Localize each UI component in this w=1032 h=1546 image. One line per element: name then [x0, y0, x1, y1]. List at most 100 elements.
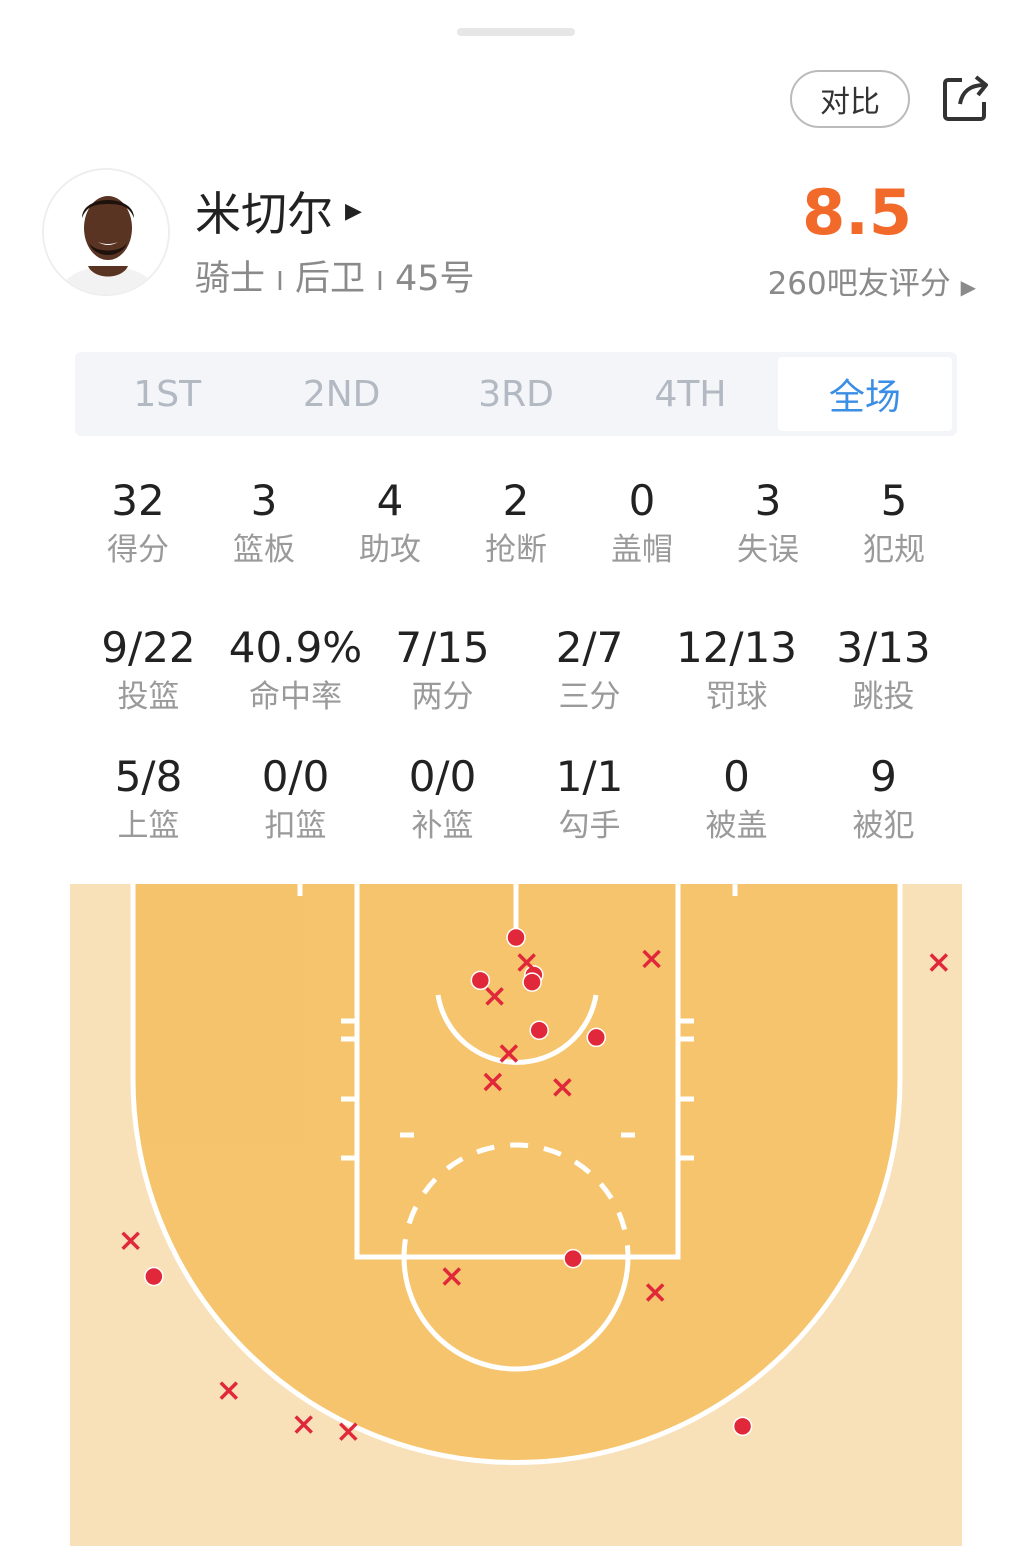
- stat-stats_shooting-4: 12/13 罚球: [663, 623, 810, 721]
- made-shot-marker: [144, 1266, 164, 1287]
- missed-shot-marker: [219, 1381, 239, 1400]
- player-meta: 骑士 I 后卫 I 45号: [195, 250, 474, 301]
- tab-2nd[interactable]: 2ND: [302, 373, 381, 415]
- stat-stats_shot_types-3: 1/1 勾手: [516, 752, 663, 850]
- stat-stats_shot_types-4: 0 被盖: [663, 752, 810, 850]
- stat-value: 0: [628, 476, 656, 525]
- stat-stats_basic-2: 4 助攻: [327, 476, 453, 574]
- stat-label: 篮板: [233, 532, 295, 568]
- missed-shot-marker: [645, 1283, 665, 1302]
- period-tabs: 1ST 2ND 3RD 4TH 全场: [75, 352, 957, 436]
- shot-type-stats: 5/8 上篮 0/0 扣篮 0/0 补篮 1/1 勾手 0 被盖 9 被犯: [75, 752, 957, 850]
- free-throw-circle-top: [401, 1142, 631, 1258]
- stat-value: 4: [376, 476, 404, 525]
- missed-shot-marker: [483, 1072, 503, 1092]
- stat-value: 5: [880, 476, 908, 525]
- made-shot-marker: [529, 1020, 549, 1041]
- stat-label: 补篮: [411, 808, 474, 844]
- stat-stats_basic-1: 3 篮板: [201, 476, 327, 574]
- share-icon[interactable]: [940, 72, 992, 124]
- missed-shot-marker: [929, 953, 949, 972]
- compare-button[interactable]: 对比: [790, 70, 910, 128]
- stat-value: 9: [870, 752, 897, 801]
- stat-label: 两分: [411, 679, 474, 715]
- player-number: 45号: [394, 259, 475, 299]
- stat-value: 9/22: [101, 623, 196, 672]
- stat-label: 犯规: [863, 532, 925, 568]
- stat-stats_shooting-5: 3/13 跳投: [810, 623, 957, 721]
- tab-1st[interactable]: 1ST: [133, 373, 202, 415]
- stat-value: 0: [723, 752, 750, 801]
- stat-label: 命中率: [249, 679, 342, 715]
- player-photo: [44, 170, 168, 294]
- three-point-area: [133, 884, 900, 1463]
- stat-stats_shot_types-5: 9 被犯: [810, 752, 957, 850]
- stat-label: 上篮: [117, 808, 180, 844]
- missed-shot-marker: [339, 1422, 358, 1441]
- stat-label: 跳投: [852, 679, 915, 715]
- stat-value: 5/8: [114, 752, 183, 801]
- stat-stats_shot_types-0: 5/8 上篮: [75, 752, 222, 850]
- stat-label: 勾手: [558, 808, 621, 844]
- tab-full-game[interactable]: 全场: [777, 357, 953, 431]
- stat-stats_shot_types-2: 0/0 补篮: [369, 752, 516, 850]
- made-shot-marker: [586, 1027, 607, 1048]
- stat-stats_basic-0: 32 得分: [75, 476, 201, 574]
- separator: I: [376, 267, 384, 297]
- shot-chart: [70, 884, 962, 1546]
- key: [354, 884, 681, 1260]
- stat-value: 0/0: [408, 752, 477, 801]
- tab-3rd[interactable]: 3RD: [478, 373, 554, 415]
- stat-value: 2: [502, 476, 530, 525]
- stat-stats_shooting-1: 40.9% 命中率: [222, 623, 369, 721]
- missed-shot-marker: [553, 1078, 572, 1097]
- stat-label: 得分: [107, 532, 169, 568]
- three-point-line: [130, 884, 903, 1465]
- stat-stats_basic-6: 5 犯规: [831, 476, 957, 574]
- stat-label: 抢断: [485, 532, 547, 568]
- stat-stats_shot_types-1: 0/0 扣篮: [222, 752, 369, 850]
- basic-stats: 32 得分 3 篮板 4 助攻 2 抢断 0 盖帽 3 失误 5 犯规: [75, 476, 957, 574]
- court-lines: [130, 884, 903, 1465]
- player-team: 骑士: [195, 259, 266, 299]
- tab-4th[interactable]: 4TH: [654, 373, 727, 415]
- stat-label: 投篮: [117, 679, 180, 715]
- missed-shot-marker: [121, 1231, 140, 1251]
- stat-label: 罚球: [705, 679, 768, 715]
- player-position: 后卫: [294, 259, 365, 299]
- stat-value: 2/7: [555, 623, 624, 672]
- missed-shot-marker: [485, 987, 504, 1006]
- stat-stats_shooting-2: 7/15 两分: [369, 623, 516, 721]
- rating-count: 260吧友评分: [767, 266, 951, 302]
- stat-stats_shooting-0: 9/22 投篮: [75, 623, 222, 721]
- made-shot-marker: [470, 970, 491, 991]
- stat-value: 32: [111, 476, 165, 525]
- stat-label: 盖帽: [611, 532, 673, 568]
- stat-value: 12/13: [675, 623, 798, 672]
- stat-stats_basic-5: 3 失误: [705, 476, 831, 574]
- stat-value: 3: [250, 476, 278, 525]
- missed-shot-marker: [642, 949, 661, 969]
- stat-stats_basic-4: 0 盖帽: [579, 476, 705, 574]
- made-shot-marker: [732, 1416, 753, 1437]
- shooting-stats: 9/22 投篮 40.9% 命中率 7/15 两分 2/7 三分 12/13 罚球 3/13 跳投: [75, 623, 957, 721]
- missed-shot-marker: [517, 953, 536, 972]
- drag-handle[interactable]: [457, 28, 575, 36]
- made-shot-marker: [506, 927, 526, 948]
- restricted-area: [435, 994, 599, 1065]
- stat-value: 1/1: [555, 752, 624, 801]
- stat-label: 失误: [737, 532, 799, 568]
- stat-value: 3/13: [836, 623, 931, 672]
- stat-label: 三分: [558, 679, 621, 715]
- stat-label: 被盖: [705, 808, 768, 844]
- stat-label: 助攻: [359, 532, 421, 568]
- stat-label: 扣篮: [264, 808, 327, 844]
- stat-value: 0/0: [261, 752, 330, 801]
- caret-right-icon: ▶: [960, 275, 976, 299]
- rating-count-link[interactable]: 260吧友评分 ▶: [768, 258, 976, 303]
- stat-label: 被犯: [852, 808, 915, 844]
- player-name-link[interactable]: 米切尔 ▶: [195, 178, 362, 244]
- missed-shot-marker: [442, 1267, 462, 1286]
- caret-right-icon: ▶: [345, 198, 362, 224]
- player-avatar[interactable]: [42, 168, 170, 296]
